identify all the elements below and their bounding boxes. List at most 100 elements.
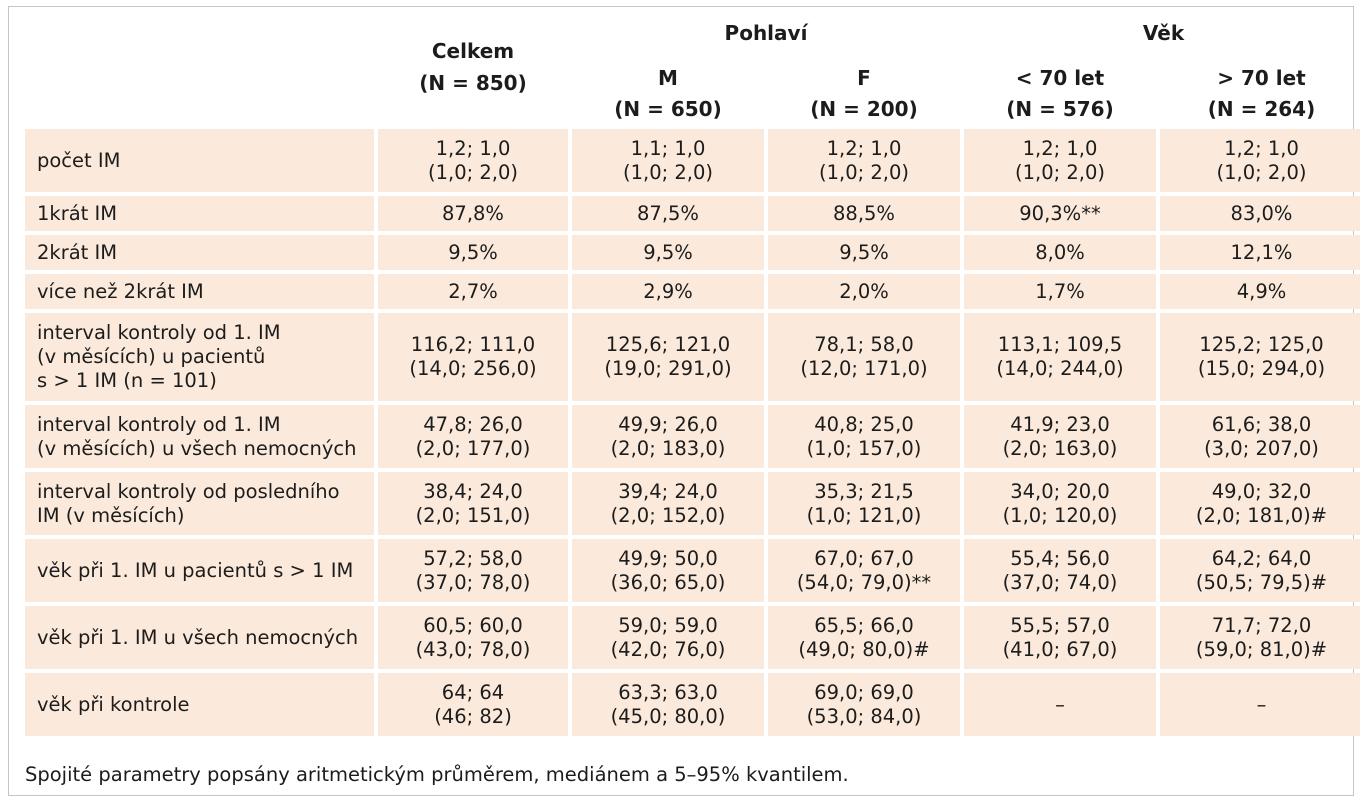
cell-celkem: 64; 64 (46; 82) [378, 673, 568, 736]
cell-celkem: 2,7% [378, 274, 568, 309]
cell-value-line: (19,0; 291,0) [604, 357, 732, 380]
cell-f: 9,5% [768, 235, 960, 270]
cell-m: 49,9; 50,0 (36,0; 65,0) [572, 539, 764, 602]
cell-value-line: 125,6; 121,0 [605, 333, 731, 356]
cell-value-line: (49,0; 80,0)# [798, 637, 930, 661]
cell-value-line: 87,8% [442, 201, 504, 225]
cell-under-70: – [964, 673, 1156, 736]
header-pohlavi: Pohlaví [572, 19, 960, 51]
cell-value-line: 83,0% [1230, 201, 1293, 225]
cell-value-line: (12,0; 171,0) [800, 357, 928, 380]
row-label: více než 2krát IM [25, 274, 374, 309]
cell-value-line: (37,0; 78,0) [415, 570, 531, 594]
cell-value-line: (43,0; 78,0) [415, 637, 531, 661]
cell-value-line: 1,2; 1,0 [1022, 136, 1098, 160]
cell-value-line: 65,5; 66,0 [814, 613, 914, 637]
cell-value-line: (2,0; 177,0) [415, 436, 531, 460]
cell-value-line: (1,0; 121,0) [806, 503, 922, 527]
cell-under-70: 1,7% [964, 274, 1156, 309]
cell-value-line: 49,9; 26,0 [618, 412, 718, 436]
cell-value-line: (37,0; 74,0) [1002, 570, 1118, 594]
cell-under-70: 1,2; 1,0 (1,0; 2,0) [964, 129, 1156, 192]
cell-over-70: 49,0; 32,0 (2,0; 181,0)# [1160, 472, 1360, 535]
cell-value-line: 9,5% [839, 240, 889, 264]
header-corner [25, 19, 374, 125]
cell-over-70: 12,1% [1160, 235, 1360, 270]
cell-value-line: (54,0; 79,0)** [796, 570, 932, 594]
cell-over-70: – [1160, 673, 1360, 736]
cell-under-70: 34,0; 20,0 (1,0; 120,0) [964, 472, 1156, 535]
cell-f: 35,3; 21,5 (1,0; 121,0) [768, 472, 960, 535]
header-over-70-n: (N = 264) [1207, 97, 1316, 121]
header-over-70-title: > 70 let [1217, 66, 1306, 90]
cell-celkem: 87,8% [378, 196, 568, 231]
cell-value-line: (50,5; 79,5)# [1195, 570, 1328, 594]
row-label-line: 1krát IM [37, 201, 118, 225]
statistics-table: Celkem (N = 850) Pohlaví Věk M (N = 650)… [25, 19, 1360, 736]
cell-value-line: 4,9% [1236, 279, 1287, 303]
cell-value-line: 40,8; 25,0 [814, 412, 914, 436]
header-m-n: (N = 650) [614, 97, 722, 121]
cell-value-line: 63,3; 63,0 [618, 680, 718, 704]
cell-value-line: 34,0; 20,0 [1010, 479, 1110, 503]
cell-m: 49,9; 26,0 (2,0; 183,0) [572, 405, 764, 468]
cell-m: 59,0; 59,0 (42,0; 76,0) [572, 606, 764, 669]
cell-value-line: 35,3; 21,5 [814, 479, 914, 503]
header-celkem-n: (N = 850) [419, 71, 527, 95]
cell-m: 1,1; 1,0 (1,0; 2,0) [572, 129, 764, 192]
cell-value-line: 69,0; 69,0 [814, 680, 914, 704]
cell-value-line: 88,5% [833, 201, 895, 225]
cell-value-line: 2,7% [448, 279, 498, 303]
cell-value-line: 12,1% [1230, 240, 1293, 264]
cell-value-line: 59,0; 59,0 [618, 613, 718, 637]
cell-over-70: 125,2; 125,0 (15,0; 294,0) [1160, 313, 1360, 401]
cell-value-line: 8,0% [1035, 240, 1085, 264]
row-label: 1krát IM [25, 196, 374, 231]
cell-value-line: (36,0; 65,0) [610, 570, 726, 594]
row-label-line: interval kontroly od posledního [37, 479, 340, 503]
header-celkem: Celkem (N = 850) [378, 19, 568, 125]
cell-f: 1,2; 1,0 (1,0; 2,0) [768, 129, 960, 192]
cell-f: 78,1; 58,0 (12,0; 171,0) [768, 313, 960, 401]
cell-m: 63,3; 63,0 (45,0; 80,0) [572, 673, 764, 736]
row-label-line: s > 1 IM (n = 101) [37, 369, 217, 392]
cell-m: 9,5% [572, 235, 764, 270]
header-under-70-n: (N = 576) [1006, 97, 1114, 121]
row-label: počet IM [25, 129, 374, 192]
cell-value-line: 60,5; 60,0 [423, 613, 523, 637]
cell-value-line: – [1256, 692, 1267, 716]
row-label: interval kontroly od 1. IM (v měsících) u… [25, 405, 374, 468]
row-label-line: více než 2krát IM [37, 279, 204, 303]
cell-celkem: 38,4; 24,0 (2,0; 151,0) [378, 472, 568, 535]
cell-f: 88,5% [768, 196, 960, 231]
row-label-line: věk při kontrole [37, 692, 190, 716]
header-pohlavi-title: Pohlaví [724, 21, 808, 45]
cell-under-70: 55,4; 56,0 (37,0; 74,0) [964, 539, 1156, 602]
cell-m: 125,6; 121,0 (19,0; 291,0) [572, 313, 764, 401]
cell-over-70: 71,7; 72,0 (59,0; 81,0)# [1160, 606, 1360, 669]
cell-under-70: 8,0% [964, 235, 1156, 270]
cell-value-line: 2,9% [643, 279, 693, 303]
cell-value-line: 67,0; 67,0 [814, 546, 914, 570]
cell-value-line: 49,9; 50,0 [618, 546, 718, 570]
cell-value-line: 1,2; 1,0 [1224, 136, 1299, 160]
cell-celkem: 60,5; 60,0 (43,0; 78,0) [378, 606, 568, 669]
cell-value-line: (2,0; 183,0) [610, 436, 726, 460]
cell-value-line: 9,5% [643, 240, 693, 264]
cell-value-line: (1,0; 120,0) [1002, 503, 1118, 527]
cell-value-line: 78,1; 58,0 [814, 333, 914, 356]
table-footnote: Spojité parametry popsány aritmetickým p… [25, 763, 849, 786]
cell-value-line: 64,2; 64,0 [1211, 546, 1312, 570]
cell-value-line: 38,4; 24,0 [423, 479, 523, 503]
cell-value-line: (14,0; 244,0) [996, 357, 1124, 380]
header-under-70-title: < 70 let [1015, 66, 1105, 90]
cell-f: 65,5; 66,0 (49,0; 80,0)# [768, 606, 960, 669]
cell-under-70: 55,5; 57,0 (41,0; 67,0) [964, 606, 1156, 669]
header-under-70: < 70 let (N = 576) [964, 55, 1156, 125]
cell-value-line: (2,0; 163,0) [1002, 436, 1118, 460]
cell-over-70: 64,2; 64,0 (50,5; 79,5)# [1160, 539, 1360, 602]
cell-value-line: 64; 64 [441, 680, 505, 704]
cell-under-70: 113,1; 109,5 (14,0; 244,0) [964, 313, 1156, 401]
row-label: věk při 1. IM u pacientů s > 1 IM [25, 539, 374, 602]
cell-value-line: 9,5% [448, 240, 498, 264]
